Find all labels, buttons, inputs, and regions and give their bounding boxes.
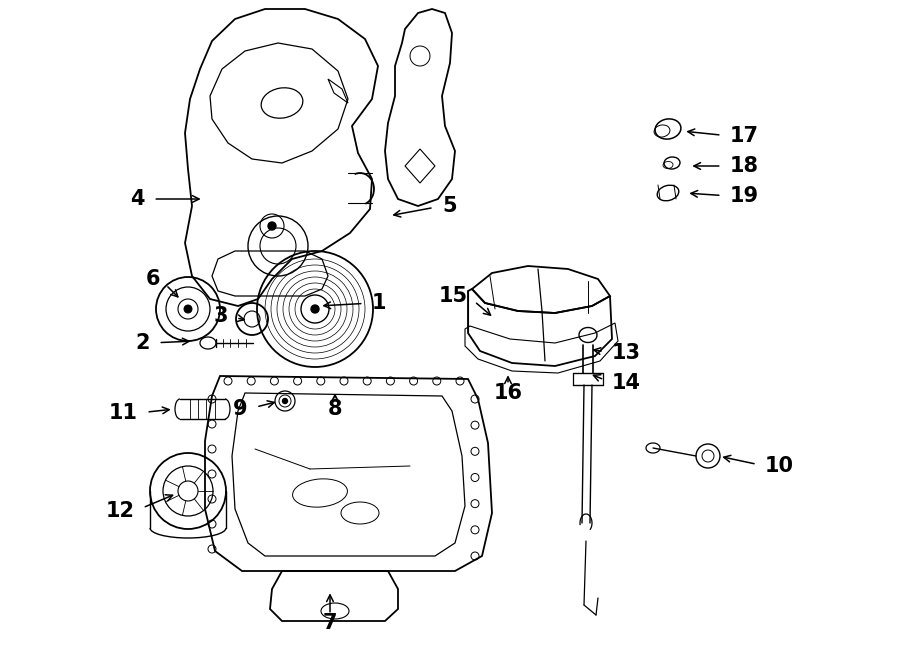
- Text: 3: 3: [213, 306, 228, 326]
- Circle shape: [268, 222, 276, 230]
- Text: 7: 7: [323, 613, 338, 633]
- Text: 17: 17: [730, 126, 759, 146]
- Text: 9: 9: [233, 399, 248, 419]
- Text: 16: 16: [493, 383, 523, 403]
- Circle shape: [283, 399, 287, 403]
- Text: 8: 8: [328, 399, 342, 419]
- Text: 5: 5: [442, 196, 456, 216]
- Text: 11: 11: [109, 403, 138, 423]
- Circle shape: [184, 305, 192, 313]
- Text: 15: 15: [439, 286, 468, 306]
- Text: 12: 12: [106, 501, 135, 521]
- Text: 4: 4: [130, 189, 145, 209]
- Text: 14: 14: [612, 373, 641, 393]
- Text: 6: 6: [146, 269, 160, 289]
- Circle shape: [311, 305, 319, 313]
- Text: 19: 19: [730, 186, 759, 206]
- Text: 18: 18: [730, 156, 759, 176]
- Text: 2: 2: [136, 333, 150, 353]
- Text: 1: 1: [372, 293, 386, 313]
- Text: 13: 13: [612, 343, 641, 363]
- Text: 10: 10: [765, 456, 794, 476]
